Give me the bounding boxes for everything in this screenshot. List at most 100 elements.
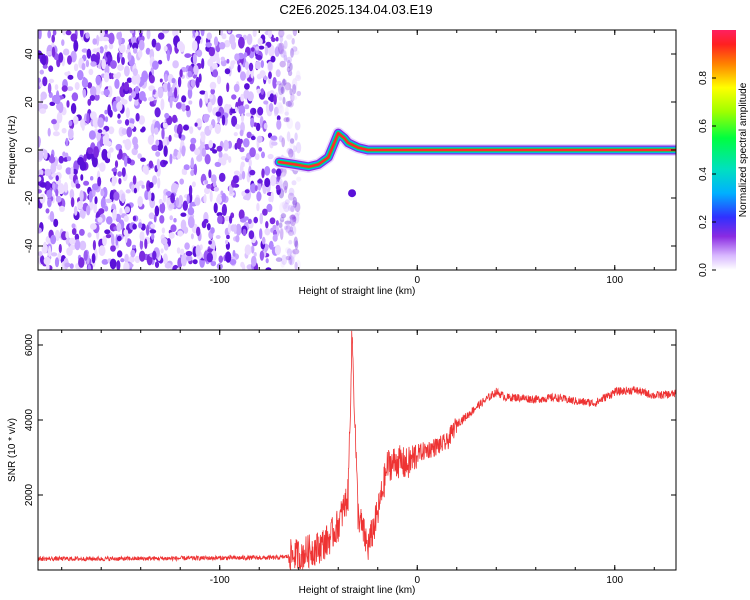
- noise-blob: [251, 245, 255, 254]
- noise-blob: [98, 208, 105, 215]
- noise-blob: [70, 197, 75, 208]
- noise-blob: [116, 235, 122, 242]
- noise-blob: [146, 224, 150, 236]
- noise-blob: [102, 135, 109, 146]
- noise-blob: [161, 127, 165, 140]
- noise-blob: [77, 70, 84, 81]
- noise-blob: [289, 214, 297, 227]
- noise-blob: [231, 94, 237, 100]
- noise-blob: [154, 107, 161, 118]
- noise-blob: [207, 101, 213, 113]
- noise-blob: [287, 223, 293, 235]
- noise-blob: [256, 135, 263, 143]
- noise-blob: [141, 184, 145, 189]
- noise-blob: [260, 60, 264, 69]
- noise-blob: [167, 81, 171, 92]
- noise-blob: [286, 131, 291, 142]
- noise-blob: [132, 175, 137, 185]
- noise-blob: [216, 145, 223, 152]
- noise-blob: [93, 146, 99, 159]
- noise-blob: [169, 96, 173, 109]
- noise-blob: [88, 191, 93, 203]
- noise-blob: [207, 58, 214, 67]
- noise-blob: [56, 164, 63, 171]
- noise-blob: [288, 229, 294, 236]
- noise-blob: [128, 255, 135, 263]
- noise-blob: [73, 115, 79, 125]
- noise-blob: [99, 162, 106, 172]
- noise-blob: [200, 132, 206, 143]
- colorbar-tick-label: 0.2: [698, 215, 709, 229]
- noise-blob: [63, 182, 69, 193]
- noise-blob: [47, 127, 51, 137]
- noise-blob: [221, 33, 227, 40]
- noise-blob: [283, 50, 287, 61]
- noise-blob: [296, 259, 301, 270]
- noise-blob: [252, 108, 257, 114]
- x-tick-label: 0: [414, 275, 420, 286]
- noise-blob: [50, 162, 57, 174]
- noise-blob: [82, 88, 87, 98]
- noise-blob: [280, 213, 287, 219]
- noise-blob: [65, 30, 72, 36]
- noise-blob: [132, 244, 136, 249]
- noise-blob: [226, 234, 230, 240]
- signal-fragment: [348, 189, 357, 198]
- noise-blob: [185, 250, 193, 257]
- noise-blob: [112, 208, 117, 221]
- noise-blob: [57, 183, 65, 195]
- noise-blob: [47, 198, 52, 208]
- noise-blob: [240, 71, 246, 81]
- noise-blob: [216, 212, 223, 217]
- noise-blob: [58, 52, 64, 63]
- noise-blob: [52, 182, 56, 191]
- noise-blob: [181, 95, 187, 103]
- noise-blob: [42, 76, 48, 87]
- noise-blob: [127, 51, 132, 61]
- noise-blob: [289, 226, 293, 233]
- noise-blob: [94, 93, 100, 101]
- noise-blob: [268, 71, 272, 79]
- noise-blob: [285, 225, 291, 233]
- noise-blob: [139, 250, 146, 262]
- noise-blob: [87, 98, 92, 106]
- noise-blob: [203, 218, 209, 224]
- noise-blob: [129, 30, 135, 34]
- noise-blob: [92, 38, 97, 45]
- noise-blob: [259, 250, 265, 261]
- noise-blob: [188, 185, 193, 196]
- noise-blob: [124, 65, 130, 77]
- noise-blob: [90, 61, 97, 67]
- noise-blob: [114, 160, 119, 168]
- noise-blob: [154, 127, 159, 135]
- noise-blob: [233, 83, 240, 93]
- bottom-y-axis: 2000 4000 6000: [24, 333, 676, 506]
- noise-blob: [124, 206, 131, 214]
- noise-blob: [55, 188, 59, 197]
- noise-blob: [288, 148, 294, 158]
- noise-blob: [151, 38, 157, 48]
- noise-blob: [291, 216, 297, 223]
- noise-blob: [239, 147, 245, 153]
- noise-blob: [253, 252, 257, 257]
- noise-blob: [279, 202, 286, 214]
- noise-blob: [116, 101, 123, 112]
- noise-blob: [259, 212, 264, 225]
- noise-blob: [61, 85, 68, 92]
- bottom-x-axis-label: Height of straight line (km): [299, 585, 416, 596]
- noise-blob: [274, 244, 281, 256]
- noise-blob: [280, 228, 284, 241]
- noise-blob: [288, 255, 295, 266]
- noise-blob: [218, 172, 226, 182]
- noise-blob: [190, 157, 194, 169]
- noise-blob: [117, 171, 123, 177]
- noise-blob: [286, 147, 293, 155]
- noise-blob: [291, 78, 298, 90]
- noise-blob: [286, 66, 291, 73]
- noise-blob: [185, 255, 193, 262]
- noise-blob: [145, 47, 151, 55]
- noise-blob: [235, 33, 243, 38]
- noise-blob: [249, 169, 256, 176]
- noise-blob: [210, 260, 217, 267]
- noise-blob: [289, 254, 293, 265]
